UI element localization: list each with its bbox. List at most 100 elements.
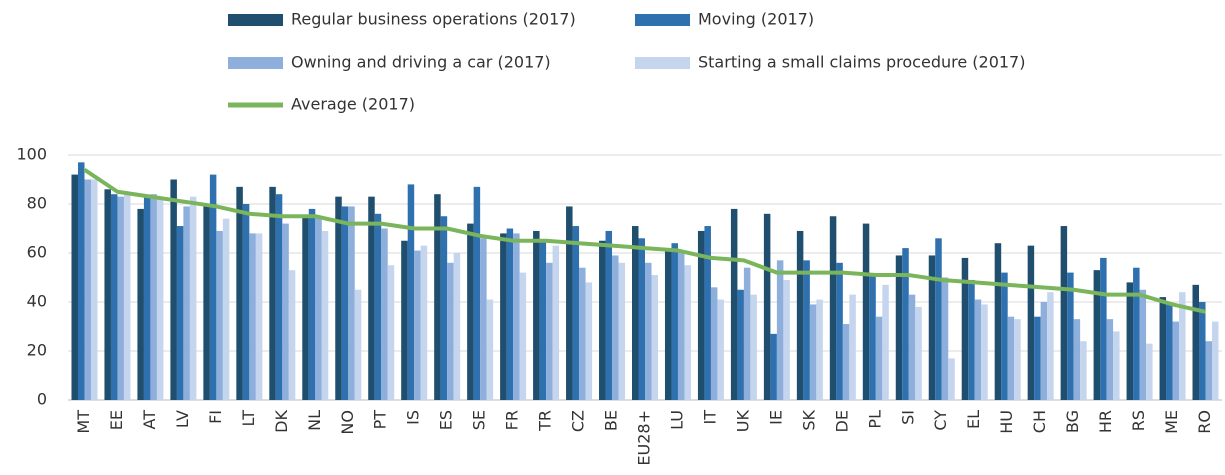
bar bbox=[743, 267, 751, 400]
bar bbox=[104, 189, 111, 400]
bar bbox=[519, 272, 527, 400]
bar bbox=[895, 255, 903, 400]
x-tick-label: IE bbox=[766, 410, 785, 425]
bar bbox=[407, 184, 415, 400]
bar bbox=[123, 194, 131, 400]
legend-swatch bbox=[228, 14, 283, 26]
bar bbox=[368, 196, 375, 400]
bar bbox=[1060, 226, 1068, 400]
bar bbox=[974, 299, 982, 400]
bar bbox=[875, 316, 883, 400]
x-tick-label: HU bbox=[997, 410, 1016, 434]
bar bbox=[1113, 331, 1120, 400]
bar bbox=[704, 226, 711, 400]
legend-label: Regular business operations (2017) bbox=[291, 10, 576, 29]
y-tick-label: 100 bbox=[16, 145, 47, 164]
bar bbox=[585, 282, 593, 400]
bar bbox=[110, 194, 118, 400]
bar bbox=[1166, 304, 1173, 400]
bar bbox=[849, 294, 856, 400]
x-tick-label: ME bbox=[1162, 410, 1181, 434]
bar bbox=[117, 196, 124, 400]
x-tick-label: LV bbox=[173, 410, 192, 428]
bar bbox=[486, 299, 494, 400]
bar bbox=[599, 240, 606, 400]
bar bbox=[302, 216, 309, 400]
y-tick-label: 80 bbox=[27, 194, 47, 213]
x-tick-label: IT bbox=[700, 410, 719, 425]
x-tick-label: PL bbox=[865, 410, 884, 429]
bar bbox=[809, 304, 817, 400]
x-tick-label: EU28+ bbox=[635, 410, 654, 466]
bar bbox=[434, 194, 441, 400]
bar bbox=[473, 186, 481, 400]
bar bbox=[684, 265, 691, 400]
bar bbox=[183, 206, 190, 400]
x-tick-label: IS bbox=[404, 410, 423, 425]
bar bbox=[269, 186, 276, 400]
bar bbox=[77, 162, 85, 400]
x-tick-label: CH bbox=[1030, 410, 1049, 433]
bar bbox=[816, 299, 823, 400]
x-tick-label: BG bbox=[1063, 410, 1082, 433]
bar bbox=[321, 230, 329, 400]
bar bbox=[915, 306, 922, 400]
y-tick-label: 0 bbox=[37, 390, 47, 409]
bar bbox=[612, 255, 619, 400]
bar bbox=[783, 279, 790, 400]
bar bbox=[941, 277, 949, 400]
bar bbox=[1126, 282, 1134, 400]
bar bbox=[354, 289, 362, 400]
bar bbox=[803, 260, 810, 400]
bar bbox=[638, 238, 645, 400]
bar bbox=[770, 333, 777, 400]
bar bbox=[651, 275, 658, 400]
legend-swatch bbox=[635, 57, 690, 69]
bar bbox=[605, 230, 613, 400]
bar bbox=[143, 196, 151, 400]
x-tick-label: FR bbox=[503, 410, 522, 430]
bar bbox=[1205, 341, 1213, 400]
bar bbox=[1100, 257, 1107, 400]
bar bbox=[150, 194, 157, 400]
x-tick-label: LU bbox=[667, 410, 686, 430]
x-tick-label: RS bbox=[1129, 410, 1148, 431]
legend-swatch bbox=[228, 57, 283, 69]
legend-label: Moving (2017) bbox=[698, 10, 814, 29]
bar bbox=[288, 270, 296, 400]
x-tick-label: SK bbox=[799, 410, 818, 431]
bar bbox=[902, 248, 909, 400]
x-tick-label: SI bbox=[898, 410, 917, 425]
bar bbox=[829, 216, 837, 400]
bar bbox=[420, 245, 428, 400]
y-tick-label: 40 bbox=[27, 292, 47, 311]
bar bbox=[480, 238, 487, 400]
bar bbox=[414, 250, 421, 400]
bar bbox=[513, 233, 520, 400]
bar bbox=[170, 179, 177, 400]
bar bbox=[440, 216, 448, 400]
bar bbox=[308, 208, 316, 400]
bar bbox=[387, 265, 395, 400]
x-tick-label: FI bbox=[206, 410, 225, 424]
bar bbox=[203, 204, 210, 400]
bar bbox=[842, 324, 850, 400]
bar bbox=[249, 233, 256, 400]
y-tick-label: 60 bbox=[27, 243, 47, 262]
bar bbox=[374, 213, 382, 400]
bar bbox=[467, 223, 474, 400]
bar bbox=[579, 267, 586, 400]
bar bbox=[381, 228, 388, 400]
x-tick-label: EE bbox=[107, 410, 126, 430]
bar bbox=[981, 304, 988, 400]
bar bbox=[1027, 245, 1035, 400]
bar bbox=[763, 213, 771, 400]
bar bbox=[572, 226, 580, 400]
bar bbox=[1080, 341, 1087, 400]
legend-label: Starting a small claims procedure (2017) bbox=[698, 53, 1025, 72]
bar bbox=[1093, 270, 1101, 400]
bar bbox=[1014, 319, 1021, 400]
x-tick-label: SE bbox=[470, 410, 489, 430]
bar bbox=[796, 230, 804, 400]
bar bbox=[236, 186, 243, 400]
